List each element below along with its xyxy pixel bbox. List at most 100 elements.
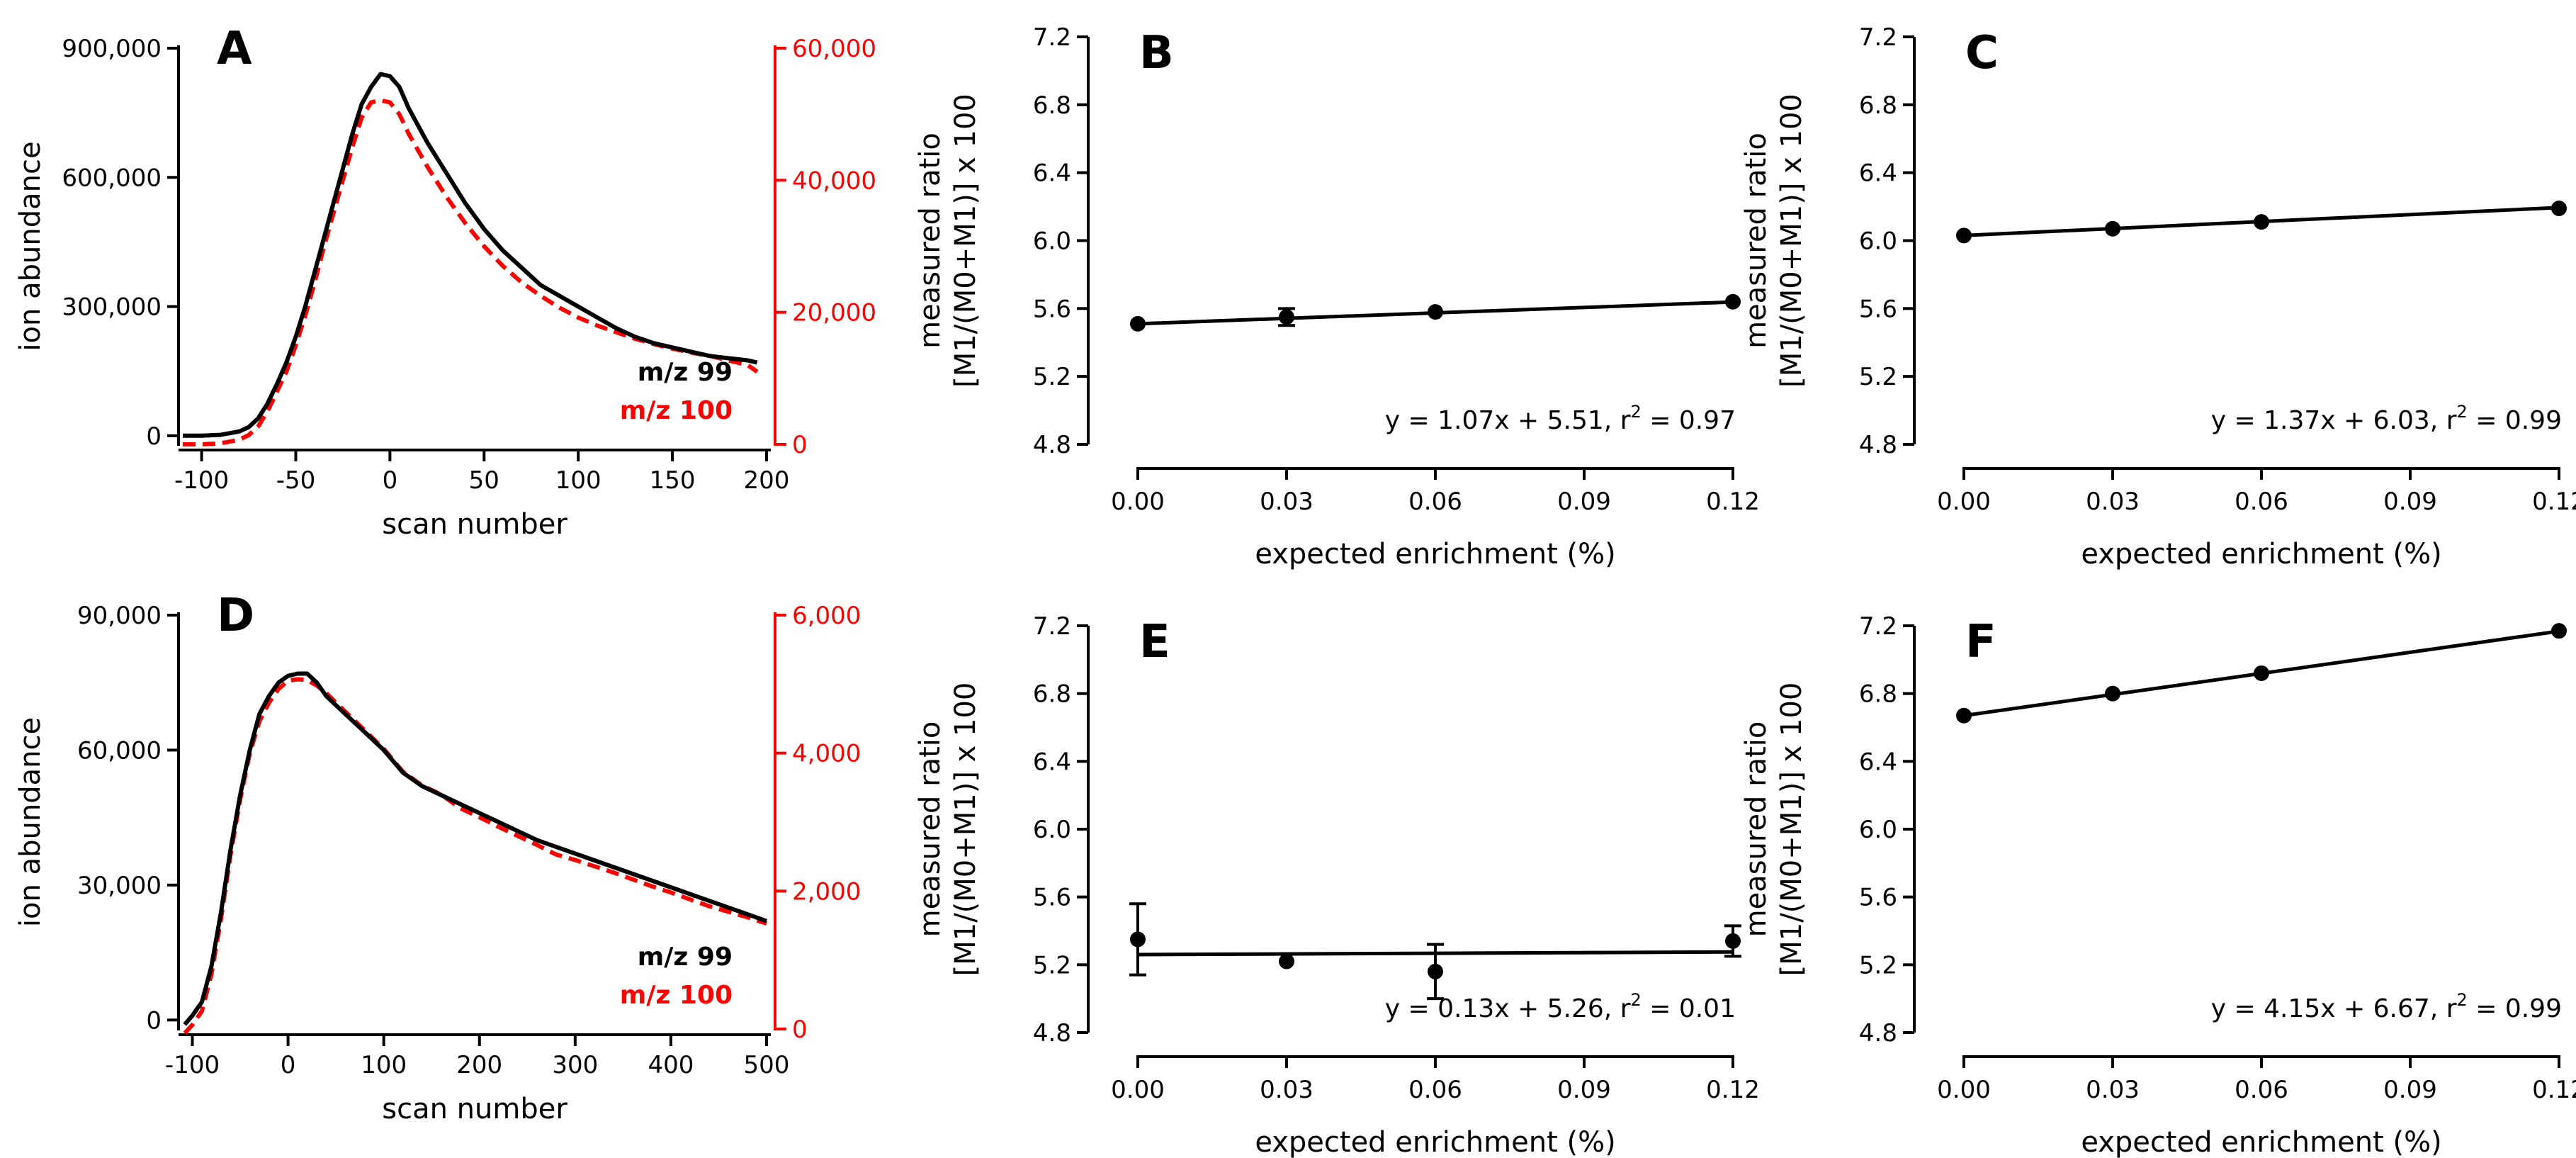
- x-tick-label: 0.09: [1557, 1076, 1611, 1104]
- x-tick-label: 0.12: [1706, 488, 1760, 516]
- x-tick-label: 50: [469, 466, 499, 495]
- series-line-m-z-99: [183, 72, 758, 438]
- y-tick-label: 60,000: [77, 736, 162, 765]
- fit-equation-main: y = 1.07x + 5.51, r: [1385, 406, 1631, 435]
- x-tick-label: 0.00: [1111, 488, 1165, 516]
- x-tick-label: 0.12: [1706, 1076, 1760, 1104]
- legend-entry-mz100: m/z 100: [620, 396, 733, 425]
- y-tick-label: 5.2: [1859, 951, 1897, 979]
- x-tick-label: 500: [744, 1051, 790, 1079]
- y2-tick-label: 40,000: [792, 167, 876, 195]
- y-tick-label: 30,000: [77, 872, 162, 900]
- y-tick-label: 6.8: [1859, 680, 1897, 709]
- data-point: [2254, 214, 2269, 230]
- y-axis-label-line2: [M1/(M0+M1)] x 100: [949, 682, 982, 977]
- y-axis-label-line2: [M1/(M0+M1)] x 100: [949, 94, 982, 388]
- x-tick-label: 0.09: [2383, 488, 2437, 516]
- y-tick-label: 7.2: [1859, 612, 1897, 641]
- x-axis-label: scan number: [382, 508, 567, 541]
- x-tick-label: 0.09: [1557, 488, 1611, 516]
- y-axis-label: ion abundance: [14, 141, 47, 351]
- fit-equation-main: y = 4.15x + 6.67, r: [2211, 994, 2457, 1023]
- data-point: [1725, 293, 1741, 310]
- y2-tick-label: 60,000: [792, 35, 876, 63]
- panel-b: 4.8 5.2 5.6 6.0 6.4 6.8 7.2 0.00 0.03 0.06 0.09 0.1…: [914, 23, 1760, 570]
- y-tick-label: 5.2: [1859, 363, 1897, 391]
- y-tick-label: 6.0: [1033, 227, 1071, 256]
- fit-equation: y = 0.13x + 5.26, r2 = 0.01: [1385, 990, 1736, 1023]
- y-tick-label: 6.8: [1033, 680, 1071, 709]
- fit-equation-exponent: 2: [1631, 990, 1642, 1010]
- y-tick-label: 300,000: [62, 293, 162, 322]
- x-tick-label: 0: [281, 1051, 296, 1079]
- fit-equation-tail: = 0.99: [2468, 994, 2562, 1023]
- x-tick-label: 200: [744, 466, 790, 495]
- x-axis-label: expected enrichment (%): [1255, 1126, 1615, 1158]
- y-tick-label: 5.2: [1033, 363, 1071, 391]
- x-tick-label: -100: [174, 466, 229, 495]
- fit-equation-tail: = 0.99: [2468, 406, 2562, 435]
- fit-equation-exponent: 2: [2457, 402, 2468, 422]
- panel-label: B: [1139, 27, 1174, 79]
- data-point: [1956, 227, 1972, 244]
- y-tick-label: 4.8: [1859, 1019, 1897, 1047]
- panel-label: F: [1965, 616, 1996, 668]
- data-point: [1130, 315, 1146, 332]
- y2-tick-label: 4,000: [792, 740, 861, 768]
- y-tick-label: 5.6: [1033, 295, 1071, 323]
- y-tick-label: 6.4: [1033, 159, 1071, 188]
- x-tick-label: 0.06: [1408, 1076, 1462, 1104]
- y-axis-label: ion abundance: [14, 717, 47, 927]
- y-tick-label: 5.6: [1033, 884, 1071, 912]
- y-axis-label-line2: [M1/(M0+M1)] x 100: [1775, 682, 1808, 977]
- y-tick-label: 6.4: [1033, 748, 1071, 776]
- y-tick-label: 0: [146, 1006, 162, 1035]
- x-tick-label: 0.00: [1937, 488, 1991, 516]
- y2-tick-label: 0: [792, 1016, 808, 1044]
- data-point: [1279, 953, 1294, 969]
- y-axis-label-line1: measured ratio: [914, 133, 947, 349]
- y-tick-label: 6.0: [1859, 816, 1897, 844]
- y-tick-label: 0: [146, 422, 162, 451]
- y-tick-label: 900,000: [62, 35, 162, 63]
- legend-entry-mz99: m/z 99: [638, 358, 733, 387]
- y-axis-label-line1: measured ratio: [1740, 133, 1773, 349]
- y-tick-label: 7.2: [1033, 23, 1071, 52]
- y-tick-label: 4.8: [1033, 1019, 1071, 1047]
- y2-tick-label: 6,000: [792, 602, 861, 630]
- x-tick-label: 0: [383, 466, 398, 495]
- x-axis-label: expected enrichment (%): [2081, 1126, 2441, 1158]
- y-tick-label: 6.4: [1859, 159, 1897, 188]
- fit-equation: y = 1.37x + 6.03, r2 = 0.99: [2211, 402, 2562, 435]
- x-axis-label: expected enrichment (%): [2081, 538, 2441, 570]
- x-tick-label: 0.03: [1260, 488, 1314, 516]
- y-axis-label-line2: [M1/(M0+M1)] x 100: [1775, 94, 1808, 388]
- y-tick-label: 600,000: [62, 164, 162, 192]
- y-tick-label: 90,000: [77, 602, 162, 630]
- x-tick-label: -50: [276, 466, 316, 495]
- series-line-m-z-99: [183, 671, 768, 1026]
- y2-tick-label: 2,000: [792, 877, 861, 906]
- y-tick-label: 5.6: [1859, 295, 1897, 323]
- x-tick-label: 0.00: [1937, 1076, 1991, 1104]
- x-tick-label: -100: [165, 1051, 220, 1079]
- y-tick-label: 4.8: [1859, 431, 1897, 459]
- x-tick-label: 300: [552, 1051, 598, 1079]
- data-point: [1279, 309, 1294, 325]
- data-point: [1428, 963, 1443, 979]
- x-tick-label: 400: [648, 1051, 694, 1079]
- x-tick-label: 0.00: [1111, 1076, 1165, 1104]
- y-axis-label-line1: measured ratio: [914, 721, 947, 938]
- data-point: [2551, 200, 2567, 216]
- y2-tick-label: 20,000: [792, 299, 876, 327]
- y-tick-label: 7.2: [1033, 612, 1071, 641]
- fit-equation-tail: = 0.97: [1642, 406, 1736, 435]
- y-tick-label: 7.2: [1859, 23, 1897, 52]
- fit-equation-main: y = 0.13x + 5.26, r: [1385, 994, 1631, 1023]
- x-tick-label: 100: [361, 1051, 407, 1079]
- x-tick-label: 0.06: [1408, 488, 1462, 516]
- data-point: [1725, 933, 1741, 949]
- x-axis-label: expected enrichment (%): [1255, 538, 1615, 570]
